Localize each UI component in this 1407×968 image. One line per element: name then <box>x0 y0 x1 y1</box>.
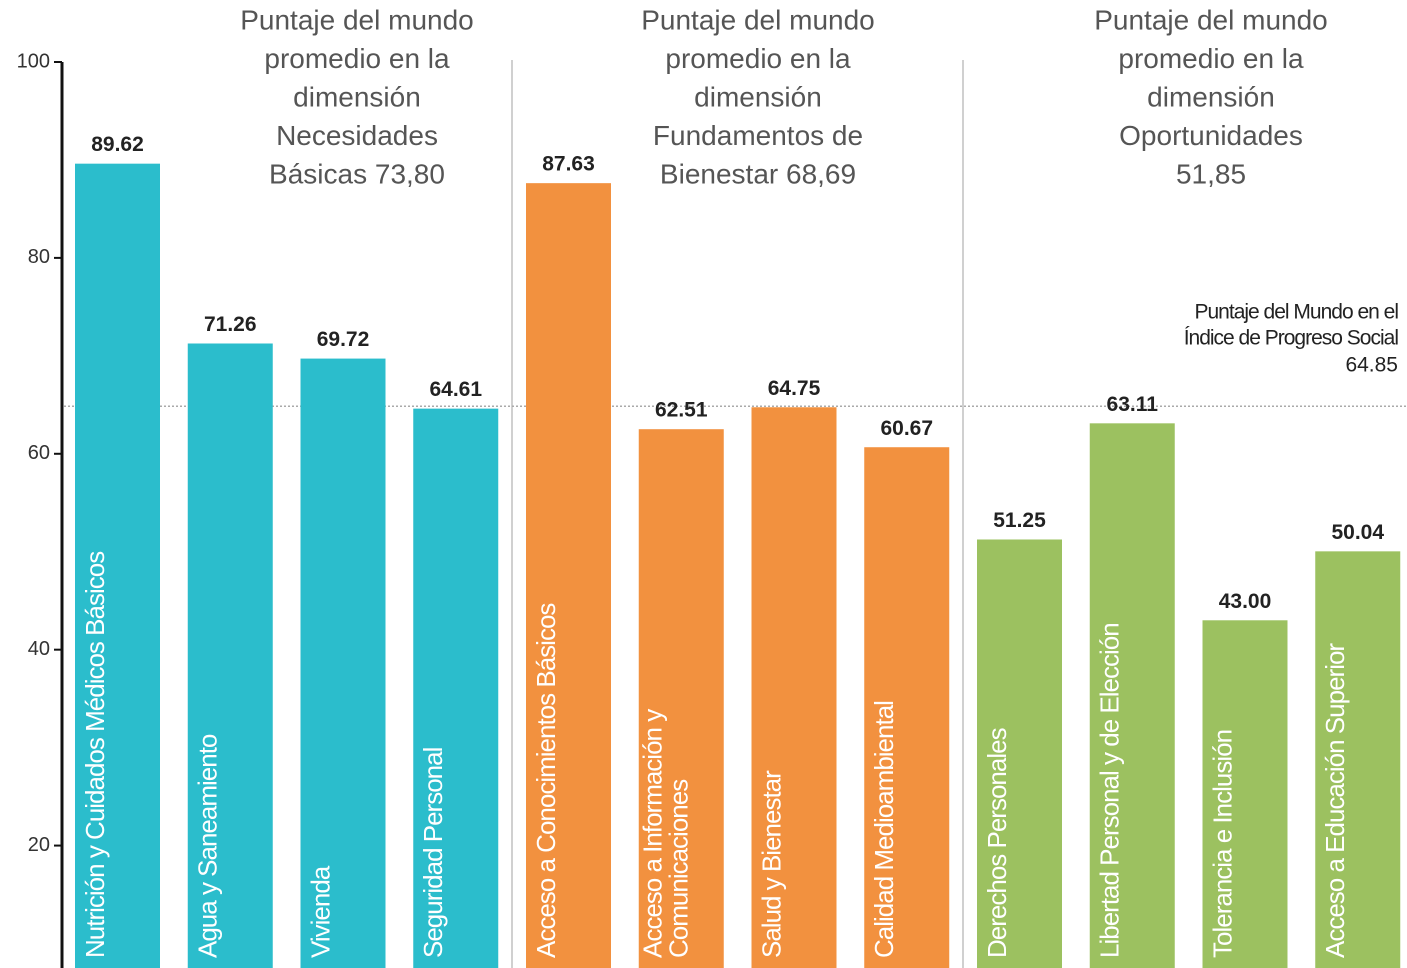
bar <box>300 358 386 968</box>
category-label: Libertad Personal y de Elección <box>1095 623 1125 958</box>
category-label: Calidad Medioambiental <box>869 701 899 958</box>
group-annotation: Puntaje del mundo <box>1094 4 1328 35</box>
category-label: Salud y Bienestar <box>756 770 786 958</box>
bar <box>75 163 160 968</box>
category-label: Acceso a Información y <box>638 709 668 958</box>
value-label: 71.26 <box>204 313 257 336</box>
bar <box>187 343 273 968</box>
category-label: Derechos Personales <box>982 727 1012 958</box>
y-tick-label: 40 <box>28 638 50 660</box>
value-label: 62.51 <box>655 399 708 422</box>
group-annotation: Oportunidades <box>1119 120 1303 151</box>
value-label: 63.11 <box>1107 393 1159 416</box>
value-label: 87.63 <box>542 153 595 176</box>
group-annotation: 51,85 <box>1176 158 1246 189</box>
reference-label: Puntaje del Mundo en el <box>1195 301 1399 324</box>
value-label: 50.04 <box>1331 521 1384 544</box>
value-label: 64.75 <box>768 377 821 400</box>
value-label: 89.62 <box>91 133 144 156</box>
category-label: Comunicaciones <box>664 779 694 958</box>
group-annotation: Bienestar 68,69 <box>660 158 856 189</box>
group-annotation: Básicas 73,80 <box>269 158 445 189</box>
reference-value: 64.85 <box>1345 354 1398 377</box>
category-label: Vivienda <box>305 865 335 958</box>
category-label: Agua y Saneamiento <box>193 734 223 958</box>
bar <box>1315 551 1401 968</box>
group-annotation: promedio en la <box>665 43 851 74</box>
bar <box>638 429 724 968</box>
value-label: 51.25 <box>993 509 1046 532</box>
group-annotation: dimensión <box>293 81 421 112</box>
group-annotation: dimensión <box>1147 81 1275 112</box>
category-label: Seguridad Personal <box>418 747 448 958</box>
value-label: 69.72 <box>317 328 370 351</box>
y-tick-label: 60 <box>28 442 50 464</box>
y-tick-label: 100 <box>17 50 50 72</box>
value-label: 43.00 <box>1219 590 1272 613</box>
group-annotation: Puntaje del mundo <box>240 4 474 35</box>
bar <box>526 183 611 968</box>
bar <box>864 447 950 968</box>
value-label: 64.61 <box>429 378 482 401</box>
group-annotation: Necesidades <box>276 120 438 151</box>
bar <box>413 408 499 968</box>
category-label: Tolerancia e Inclusión <box>1207 730 1237 958</box>
group-annotation: dimensión <box>694 81 822 112</box>
y-tick-label: 20 <box>28 834 50 856</box>
bar <box>977 539 1062 968</box>
group-annotation: promedio en la <box>264 43 450 74</box>
bar <box>1202 620 1288 968</box>
group-annotation: Puntaje del mundo <box>641 4 875 35</box>
category-label: Acceso a Conocimientos Básicos <box>531 603 561 958</box>
category-label: Acceso a Educación Superior <box>1320 643 1350 958</box>
bar <box>751 407 837 968</box>
reference-label: Índice de Progreso Social <box>1184 327 1399 350</box>
value-label: 60.67 <box>880 417 933 440</box>
group-annotation: promedio en la <box>1118 43 1304 74</box>
bar <box>1089 423 1175 968</box>
group-annotation: Fundamentos de <box>653 120 863 151</box>
category-label: Nutrición y Cuidados Médicos Básicos <box>80 551 110 958</box>
y-tick-label: 80 <box>28 246 50 268</box>
